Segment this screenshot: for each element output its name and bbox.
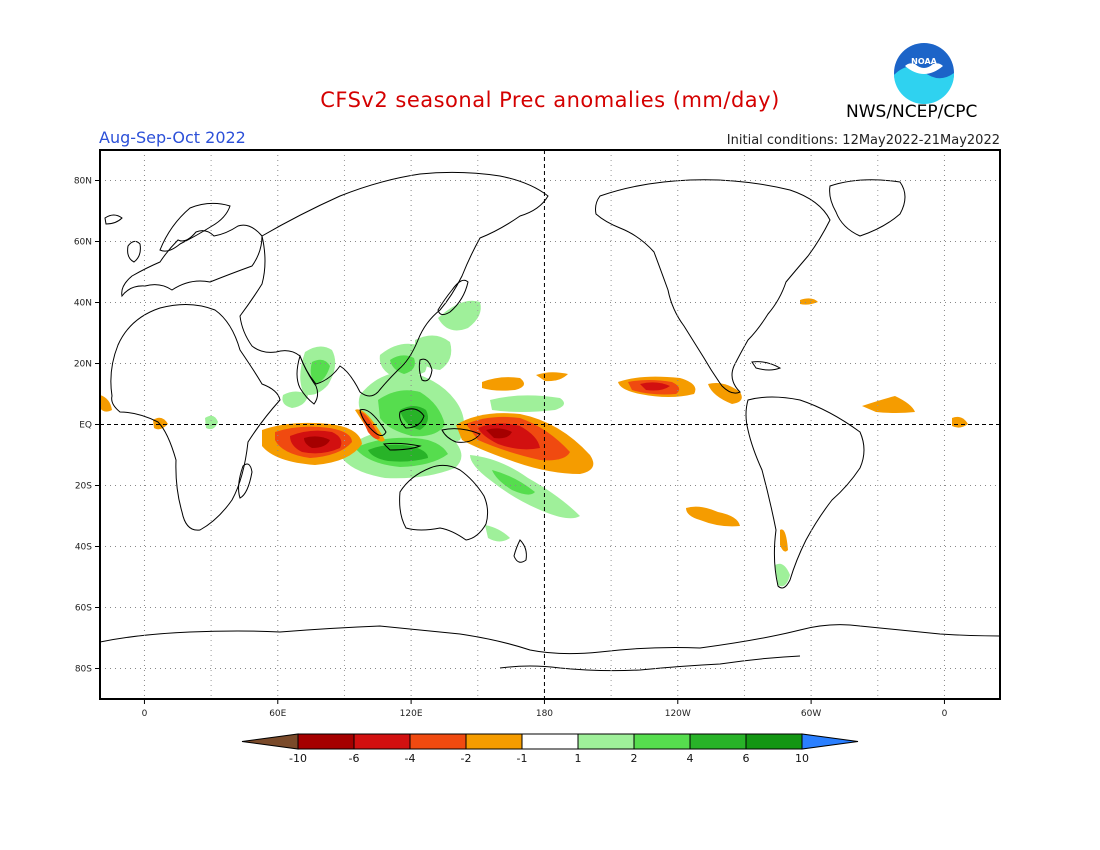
- lat-label: 20N: [74, 360, 92, 370]
- sumatra-coast: [359, 408, 387, 436]
- season-label: Aug-Sep-Oct 2022: [99, 128, 246, 147]
- wet-anomaly-bob-mod: [310, 359, 330, 384]
- japan-coast: [437, 279, 469, 316]
- agency-label: NWS/NCEP/CPC: [846, 102, 978, 122]
- colorbar-box: [745, 733, 803, 750]
- new-guinea-coast: [441, 428, 481, 443]
- colorbar-low-arrow: [241, 733, 299, 750]
- lat-label: 20S: [75, 482, 92, 492]
- dry-anomaly-north-atlantic: [800, 298, 818, 305]
- colorbar-label: -4: [405, 752, 416, 765]
- longitude-labels: 0 60E 120E 180 120W 60W 0: [142, 699, 948, 719]
- colorbar-label: 10: [795, 752, 809, 765]
- coastline-layer: [100, 171, 1000, 672]
- philippines-coast: [418, 358, 433, 382]
- colorbar-label: 2: [631, 752, 638, 765]
- australia-coast: [399, 464, 489, 541]
- madagascar-coast: [238, 463, 253, 499]
- map-title: CFSv2 seasonal Prec anomalies (mm/day): [320, 88, 780, 112]
- colorbar: -10 -6 -4 -2 -1 1 2 4 6 10: [241, 733, 859, 765]
- colorbar-box: [465, 733, 523, 750]
- wet-anomaly-philippine: [415, 335, 452, 370]
- colorbar-box: [689, 733, 747, 750]
- lat-label: EQ: [79, 421, 92, 431]
- lon-label: 60E: [269, 709, 286, 719]
- wet-anomaly-scs-mod: [390, 355, 415, 374]
- iceland-coast: [104, 214, 123, 225]
- wet-anomaly-africa: [205, 415, 218, 430]
- colorbar-label: -2: [461, 752, 472, 765]
- wet-anomaly-chile: [775, 563, 790, 587]
- lat-label: 40S: [75, 543, 92, 553]
- java-coast: [382, 442, 422, 451]
- dry-anomaly-patagonia: [780, 529, 788, 552]
- colorbar-box: [633, 733, 691, 750]
- colorbar-label: -6: [349, 752, 360, 765]
- lon-label: 60W: [801, 709, 821, 719]
- colorbar-label: -10: [289, 752, 307, 765]
- colorbar-label: -1: [517, 752, 528, 765]
- antarctica-coast-inner: [499, 655, 801, 672]
- lon-label: 120E: [400, 709, 423, 719]
- dry-anomaly-nw-pacific: [482, 377, 524, 391]
- dry-anomaly-atlantic: [862, 396, 915, 413]
- colorbar-label: 4: [687, 752, 694, 765]
- dry-anomaly-indian-vstrong: [304, 436, 330, 448]
- europe-coast: [121, 224, 263, 298]
- colorbar-high-arrow: [801, 733, 859, 750]
- dry-anomaly-west-pacific-vstrong: [486, 428, 512, 439]
- antarctica-coast: [100, 624, 1000, 655]
- reference-lines: [100, 150, 1000, 699]
- wet-anomaly-indian-strong: [368, 444, 428, 462]
- dry-anomaly-west-africa: [153, 417, 168, 430]
- scandinavia-coast: [159, 202, 231, 252]
- colorbar-box: [297, 733, 355, 750]
- dry-anomaly-south-pacific: [686, 506, 740, 527]
- dry-anomaly-gulf-guinea: [100, 395, 112, 412]
- lon-label: 0: [142, 709, 148, 719]
- britain-coast: [127, 240, 141, 263]
- north-america-coast: [595, 179, 831, 394]
- colorbar-box: [409, 733, 467, 750]
- africa-coast: [110, 304, 281, 531]
- lat-label: 80N: [74, 177, 92, 187]
- new-zealand-coast: [513, 539, 527, 563]
- lat-label: 60N: [74, 238, 92, 248]
- precip-anomaly-layer: [100, 298, 968, 587]
- wet-anomaly-central-pacific: [490, 395, 564, 412]
- colorbar-box: [521, 733, 579, 750]
- wet-anomaly-arabian-sea: [282, 391, 308, 408]
- lat-label: 60S: [75, 604, 92, 614]
- latitude-labels: 80N 60N 40N 20N EQ 20S 40S 60S 80S: [74, 177, 100, 675]
- lon-label: 0: [942, 709, 948, 719]
- lat-label: 80S: [75, 665, 92, 675]
- logo-text: NOAA: [911, 57, 937, 66]
- colorbar-box: [353, 733, 411, 750]
- colorbar-label: 6: [743, 752, 750, 765]
- noaa-logo: NOAA: [894, 43, 955, 104]
- wet-anomaly-japan: [438, 300, 481, 331]
- dry-anomaly-central-america: [708, 383, 742, 404]
- initial-conditions-label: Initial conditions: 12May2022-21May2022: [726, 133, 1000, 148]
- lat-label: 40N: [74, 299, 92, 309]
- lon-label: 180: [536, 709, 553, 719]
- greenland-coast: [829, 179, 906, 237]
- colorbar-label: 1: [575, 752, 582, 765]
- asia-coast: [239, 171, 549, 397]
- cuba-coast: [751, 361, 782, 371]
- lon-label: 120W: [665, 709, 691, 719]
- dry-anomaly-nw-pacific-2: [536, 372, 568, 382]
- lat-lon-grid: [100, 150, 1000, 699]
- south-america-coast: [745, 396, 865, 589]
- wet-anomaly-spcz-mod: [492, 470, 535, 495]
- wet-anomaly-south-pacific: [485, 525, 510, 542]
- india-coast: [296, 354, 319, 405]
- colorbar-box: [577, 733, 635, 750]
- dry-anomaly-gulf-guinea-2: [952, 416, 968, 428]
- dry-anomaly-east-pacific-strong: [640, 382, 670, 391]
